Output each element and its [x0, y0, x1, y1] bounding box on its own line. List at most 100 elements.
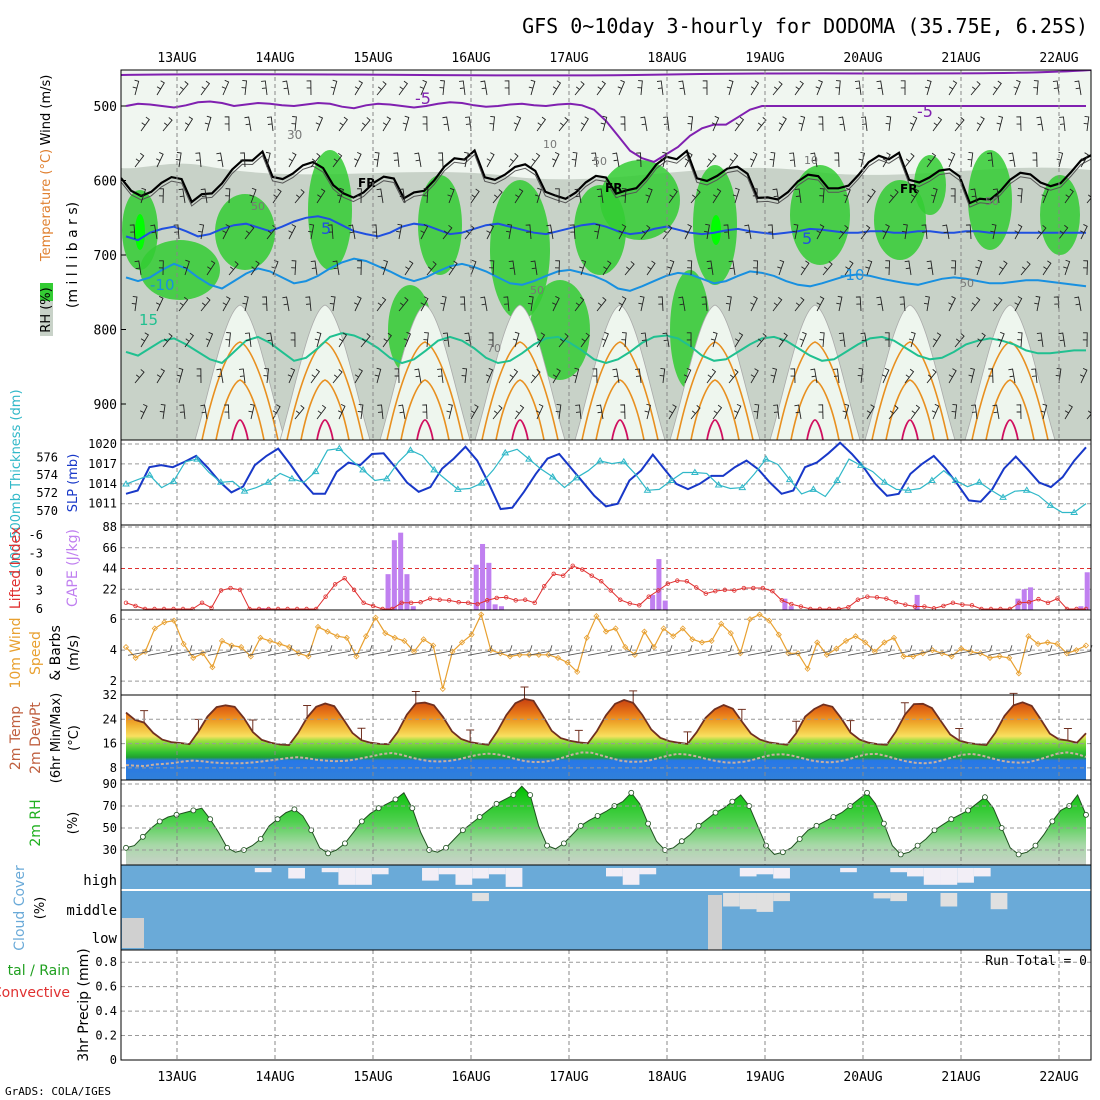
wind-barb — [1074, 296, 1082, 312]
wind-speed-point — [305, 653, 312, 660]
wind-barb — [306, 80, 312, 96]
cape-li-panel: 22 44 66 88 -6 -3 0 3 6 Lifted Index CAPE (J/kg) — [8, 520, 1092, 616]
wind-barb — [242, 295, 249, 312]
wind-barb — [794, 404, 802, 420]
wind-barb — [587, 645, 613, 656]
wind-speed-point — [1006, 654, 1013, 661]
thickness-point — [928, 476, 936, 483]
wind-barb — [861, 116, 868, 132]
wind-barb — [1080, 224, 1088, 240]
thickness-point — [240, 487, 249, 494]
thickness-point — [216, 478, 225, 485]
wind-barb — [637, 80, 643, 96]
wind-barb — [464, 224, 475, 240]
wind-barb — [245, 332, 252, 348]
wind-barb — [360, 117, 371, 132]
wind-barb — [261, 80, 268, 96]
thickness-point — [999, 493, 1007, 500]
wind-speed-point — [689, 636, 696, 643]
wind-speed-point — [564, 659, 571, 666]
min-max-bar — [574, 729, 583, 743]
y-tick-label: 70 — [103, 799, 117, 813]
wind-barb — [480, 80, 488, 96]
wind-barb — [530, 260, 538, 276]
wind-speed-point — [775, 631, 782, 638]
cape-bar — [1028, 587, 1034, 610]
wind-barb — [536, 116, 547, 132]
wind-barb — [909, 115, 918, 132]
wind-barb — [489, 116, 495, 132]
wind-barb — [1064, 404, 1073, 420]
rh-dry-peak — [864, 304, 956, 440]
wind-speed-point — [410, 648, 418, 655]
cape-bar — [1078, 606, 1084, 610]
wind-speed-point — [439, 685, 446, 692]
li-point — [1045, 600, 1051, 606]
wind-barb — [640, 332, 648, 348]
wind-barb — [728, 260, 736, 276]
wind-barb — [591, 152, 598, 168]
wind-barb — [552, 80, 562, 96]
wind-barb — [552, 296, 560, 312]
wind-barb — [525, 224, 532, 240]
axis-label: (6hr Min/Max) — [49, 693, 64, 783]
wind-barb — [1014, 296, 1023, 312]
wind-barb — [1013, 79, 1021, 96]
wind-barb — [732, 187, 740, 204]
wind-barb — [244, 116, 252, 132]
high-cloud-gap — [438, 868, 456, 875]
axis-label: & Barbs — [48, 625, 64, 681]
wind-barb — [398, 80, 409, 96]
wind-barb — [204, 115, 212, 132]
high-cloud-gap — [957, 868, 974, 883]
wind-barb — [827, 645, 853, 656]
wind-barb — [778, 116, 787, 132]
wind-barb — [627, 645, 653, 656]
isotherm-30 — [611, 419, 629, 440]
wind-barb — [1032, 152, 1038, 168]
axis-label: Lifted Index — [8, 527, 24, 609]
date-label: 13AUG — [157, 1070, 196, 1085]
isotherm-25 — [790, 379, 840, 440]
li-point — [532, 600, 537, 606]
li-point — [332, 582, 338, 587]
cape-bar — [473, 564, 479, 610]
wind-barb — [948, 296, 956, 312]
wind-barb — [728, 369, 739, 384]
wind-speed-point — [190, 654, 197, 661]
li-point — [922, 604, 927, 609]
wind-barb — [354, 296, 362, 312]
footer-credit: GrADS: COLA/IGES — [5, 1085, 111, 1098]
wind-barb — [398, 188, 406, 204]
wind-barb — [1017, 332, 1023, 348]
wind-barb — [574, 81, 585, 96]
cape-bar — [1084, 572, 1090, 610]
y-tick-label: 900 — [94, 398, 117, 413]
rh-max-area — [135, 214, 145, 250]
li-point — [465, 600, 471, 606]
wind-barb — [901, 223, 908, 240]
wind-barb — [592, 368, 598, 384]
wind-barb — [866, 404, 875, 420]
y-tick-label: -6 — [29, 528, 43, 542]
thickness-point — [619, 457, 628, 465]
wind-barb — [423, 332, 429, 348]
cape-bar — [782, 598, 788, 610]
y-tick-label: 0.2 — [95, 1029, 117, 1043]
wind-barb — [773, 404, 780, 420]
min-max-bar — [520, 686, 529, 699]
rh-moist-area — [215, 194, 275, 270]
rh-point — [796, 836, 803, 842]
wind-barb — [794, 296, 805, 312]
wind-speed-point — [919, 650, 926, 657]
rh-moist-area — [530, 280, 590, 380]
axis-label: 3hr Precip (mm) — [76, 948, 92, 1061]
rh-dry-peak — [574, 304, 666, 440]
wind-barb — [767, 224, 774, 240]
wind-barb — [842, 403, 850, 420]
wind-barb — [486, 224, 495, 240]
wind-barb — [910, 404, 921, 420]
wind-speed-point — [401, 637, 408, 644]
wind-barb — [899, 296, 906, 312]
isotherm-25 — [300, 379, 350, 440]
